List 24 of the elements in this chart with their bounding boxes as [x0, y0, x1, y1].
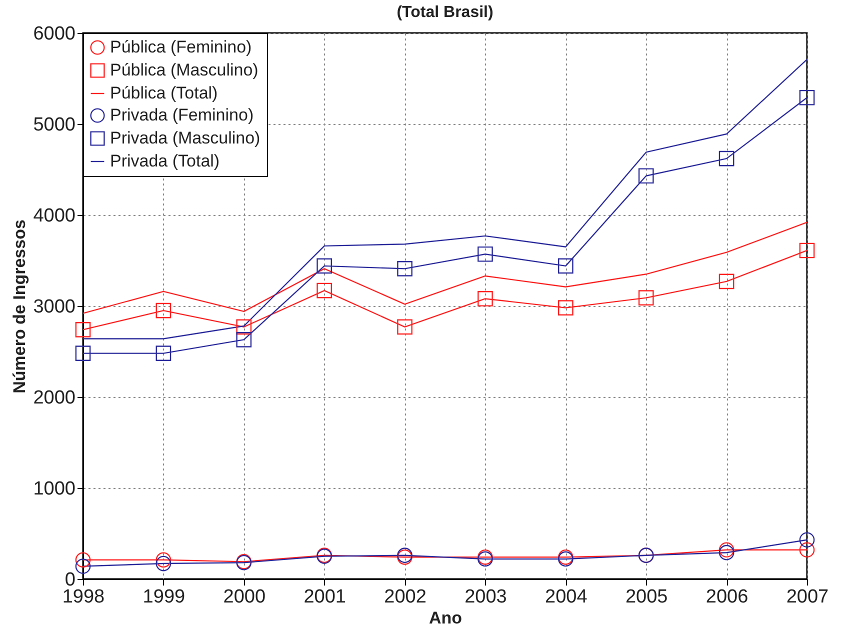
- x-axis-title: Ano: [428, 608, 462, 628]
- legend-label: Privada (Total): [110, 152, 220, 170]
- x-tick-label: 2000: [223, 586, 266, 608]
- legend-label: Privada (Feminino): [110, 106, 254, 124]
- chart-title: (Total Brasil): [396, 4, 494, 21]
- x-tick-label: 2004: [545, 586, 588, 608]
- x-tick-label: 2005: [625, 586, 668, 608]
- x-tick-label: 1999: [142, 586, 186, 608]
- legend-label: Pública (Masculino): [110, 60, 258, 80]
- y-tick-label: 3000: [33, 296, 76, 318]
- y-tick-label: 2000: [33, 388, 76, 408]
- y-tick-label: 6000: [33, 24, 76, 44]
- x-tick-label: 2002: [384, 586, 426, 608]
- x-tick-label: 2001: [304, 586, 346, 608]
- x-tick-label: 2007: [786, 586, 829, 608]
- y-axis-title: Número de Ingressos: [10, 220, 30, 394]
- legend-label: Privada (Masculino): [110, 128, 260, 148]
- legend-label: Pública (Total): [110, 84, 218, 102]
- y-tick-label: 5000: [33, 114, 76, 136]
- y-tick-label: 4000: [33, 206, 76, 226]
- x-tick-label: 2003: [464, 586, 507, 608]
- x-tick-label: 2006: [706, 586, 748, 608]
- y-tick-label: 1000: [33, 478, 76, 500]
- legend-label: Pública (Feminino): [110, 38, 252, 56]
